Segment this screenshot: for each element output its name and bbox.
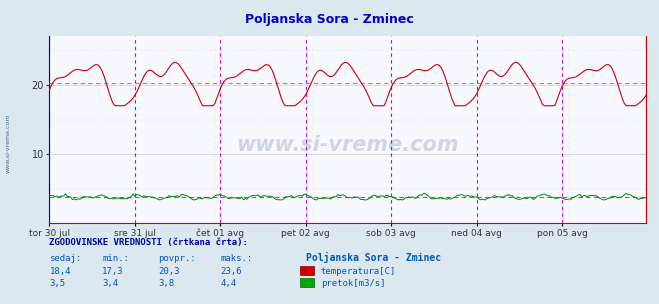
Text: 3,4: 3,4 [102, 279, 118, 288]
Text: www.si-vreme.com: www.si-vreme.com [5, 113, 11, 173]
Text: sedaj:: sedaj: [49, 254, 82, 264]
Text: ZGODOVINSKE VREDNOSTI (črtkana črta):: ZGODOVINSKE VREDNOSTI (črtkana črta): [49, 238, 248, 247]
Text: 4,4: 4,4 [221, 279, 237, 288]
Text: 23,6: 23,6 [221, 267, 243, 276]
Text: temperatura[C]: temperatura[C] [321, 267, 396, 276]
Text: www.si-vreme.com: www.si-vreme.com [237, 135, 459, 155]
Text: min.:: min.: [102, 254, 129, 264]
Text: pretok[m3/s]: pretok[m3/s] [321, 279, 386, 288]
Text: 3,5: 3,5 [49, 279, 65, 288]
Text: 20,3: 20,3 [158, 267, 180, 276]
Text: Poljanska Sora - Zminec: Poljanska Sora - Zminec [245, 13, 414, 26]
Text: maks.:: maks.: [221, 254, 253, 264]
Text: Poljanska Sora - Zminec: Poljanska Sora - Zminec [306, 252, 442, 264]
Text: 18,4: 18,4 [49, 267, 71, 276]
Text: 17,3: 17,3 [102, 267, 124, 276]
Text: povpr.:: povpr.: [158, 254, 196, 264]
Text: 3,8: 3,8 [158, 279, 174, 288]
